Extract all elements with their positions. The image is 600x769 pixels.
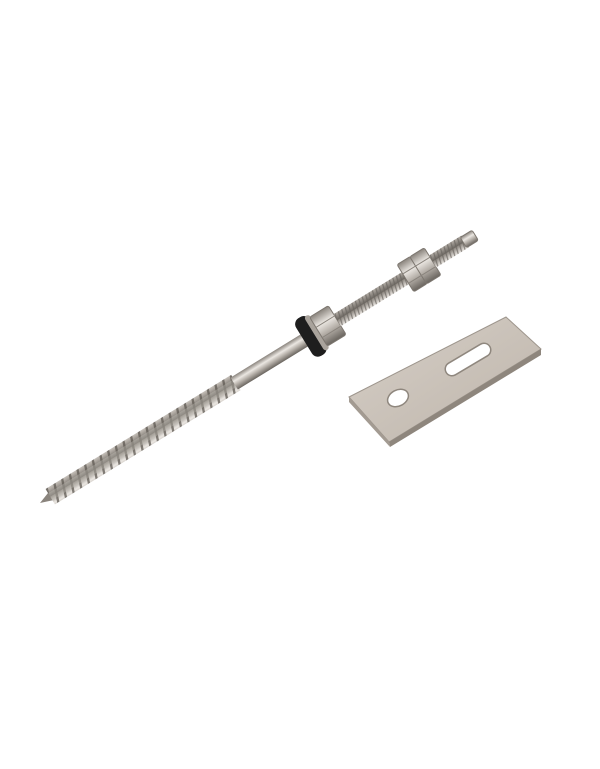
rubber-washer [295, 316, 327, 357]
wood-thread [45, 374, 241, 505]
smooth-shank [230, 333, 311, 390]
plate-round-hole [386, 388, 410, 408]
hanger-bolt [40, 230, 479, 505]
machine-thread [333, 272, 410, 327]
drive-end [460, 230, 479, 248]
mounting-plate [348, 316, 542, 447]
